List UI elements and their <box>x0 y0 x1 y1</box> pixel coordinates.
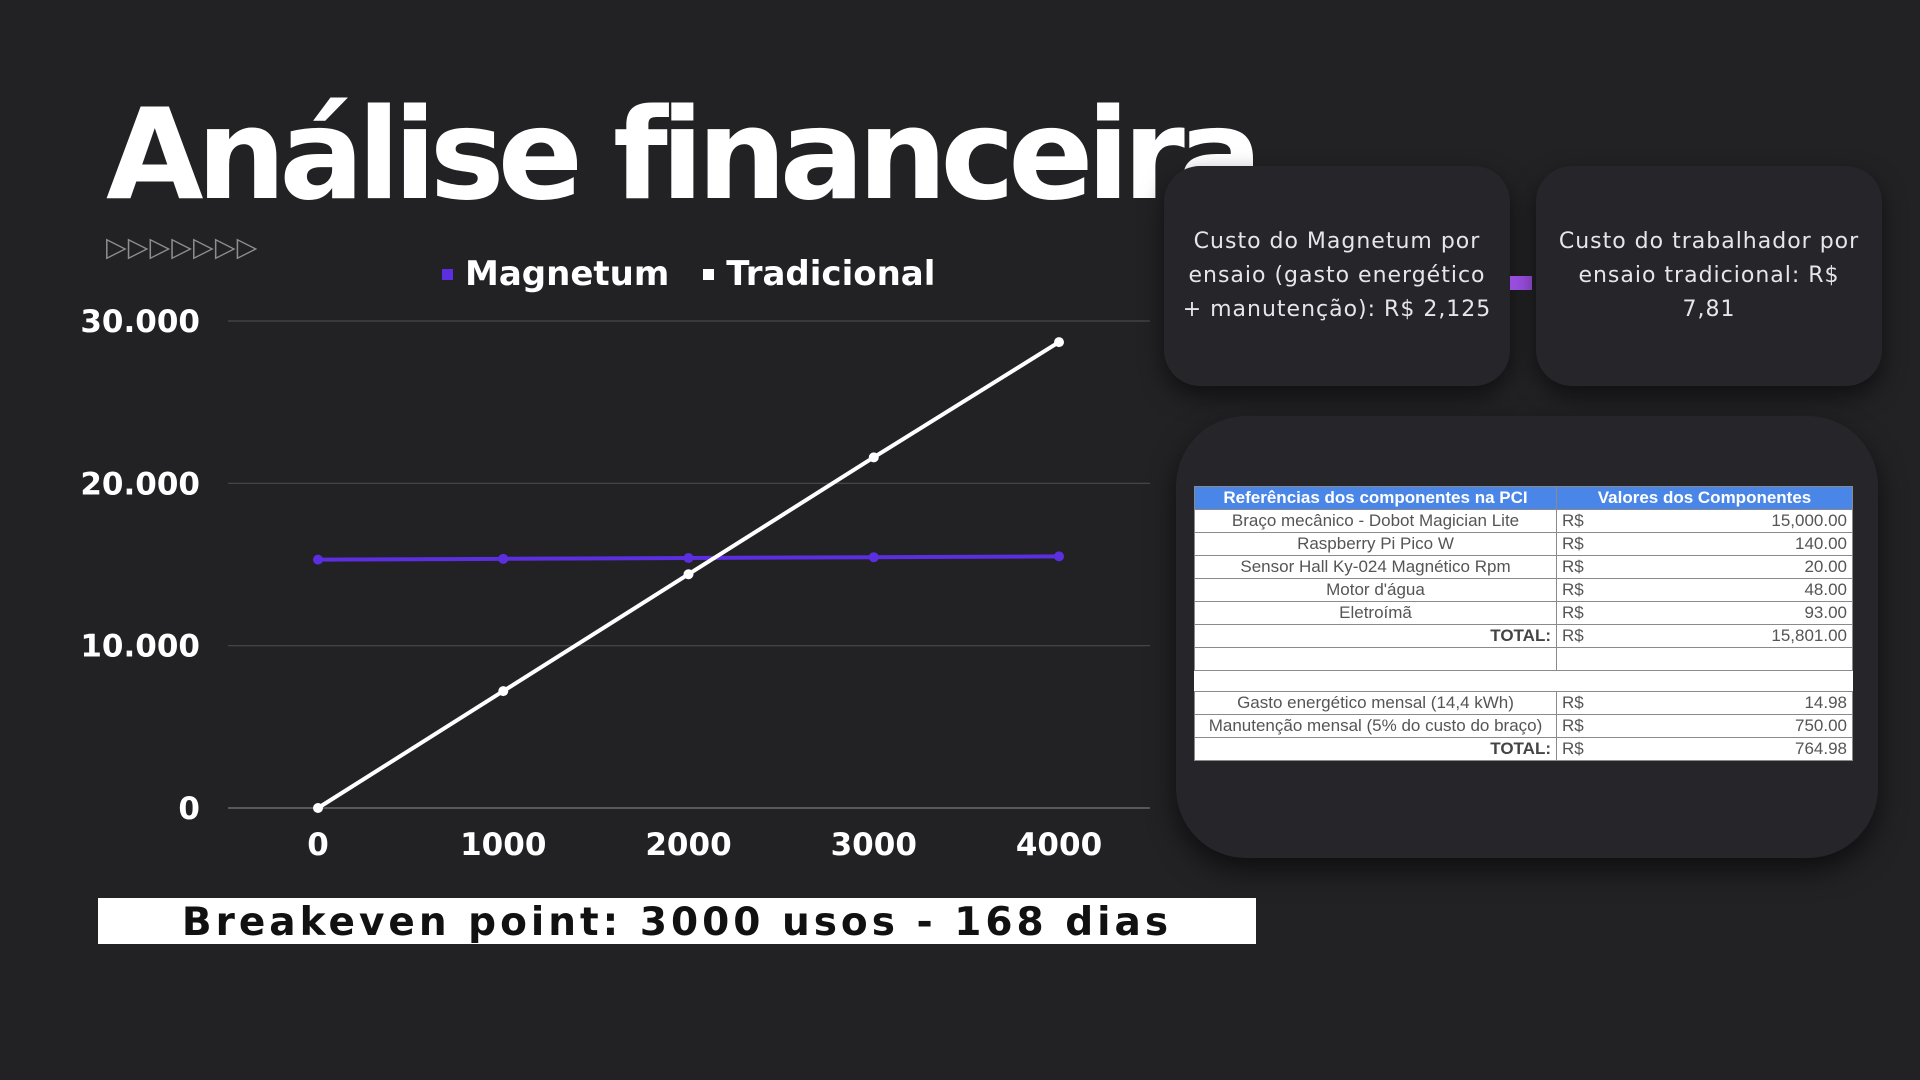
data-point-tradicional <box>313 803 323 813</box>
y-tick-label: 10.000 <box>80 629 200 665</box>
component-value: 764.98 <box>1795 739 1847 758</box>
data-point-tradicional <box>1054 337 1064 348</box>
value-cell: R$ 48.00 <box>1556 578 1853 602</box>
data-point-magnetum <box>683 553 694 564</box>
currency-symbol: R$ <box>1562 511 1584 530</box>
value-cell: R$ 140.00 <box>1556 532 1853 556</box>
x-tick-label: 4000 <box>1016 827 1102 863</box>
table-row: Braço mecânico - Dobot Magician Lite R$ 15… <box>1194 509 1853 533</box>
gap-cell <box>1194 670 1853 692</box>
data-point-tradicional <box>683 569 694 580</box>
component-value: 20.00 <box>1804 557 1847 576</box>
table-total-row: TOTAL: R$ 764.98 <box>1194 737 1853 761</box>
gap-row <box>1194 670 1853 692</box>
component-name: Sensor Hall Ky-024 Magnético Rpm <box>1194 555 1557 579</box>
data-point-magnetum <box>1054 551 1064 562</box>
traditional-cost-card: Custo do trabalhador por ensaio tradicio… <box>1536 166 1882 386</box>
component-name: Eletroímã <box>1194 601 1557 625</box>
table-row: Motor d'água R$ 48.00 <box>1194 578 1853 602</box>
value-cell: R$ 15,000.00 <box>1556 509 1853 533</box>
component-value: 15,000.00 <box>1771 511 1847 530</box>
component-value: 140.00 <box>1795 534 1847 553</box>
total-label: TOTAL: <box>1194 737 1557 761</box>
data-point-tradicional <box>868 452 879 463</box>
value-cell-content: R$ 15,000.00 <box>1562 511 1847 531</box>
legend-label-tradicional: Tradicional <box>726 254 936 294</box>
value-cell-content: R$ 750.00 <box>1562 716 1847 736</box>
card-connector <box>1510 276 1532 290</box>
table-row: Sensor Hall Ky-024 Magnético Rpm R$ 20.00 <box>1194 555 1853 579</box>
legend-label-magnetum: Magnetum <box>465 254 670 294</box>
legend-item-tradicional: Tradicional <box>703 254 935 294</box>
component-value: 15,801.00 <box>1771 626 1847 645</box>
value-cell: R$ 20.00 <box>1556 555 1853 579</box>
value-cell-content: R$ 48.00 <box>1562 580 1847 600</box>
legend-item-magnetum: Magnetum <box>442 254 669 294</box>
component-name: Braço mecânico - Dobot Magician Lite <box>1194 509 1557 533</box>
components-table: Referências dos componentes na PCI Valor… <box>1194 486 1853 761</box>
currency-symbol: R$ <box>1562 693 1584 712</box>
value-cell-content: R$ 15,801.00 <box>1562 626 1847 646</box>
table-row: Eletroímã R$ 93.00 <box>1194 601 1853 625</box>
component-value: 14.98 <box>1804 693 1847 712</box>
empty-row <box>1194 647 1853 671</box>
x-tick-label: 0 <box>307 827 329 863</box>
value-cell: R$ 750.00 <box>1556 714 1853 738</box>
component-name: Raspberry Pi Pico W <box>1194 532 1557 556</box>
currency-symbol: R$ <box>1562 626 1584 645</box>
page-title: Análise financeira <box>106 81 1263 228</box>
data-point-magnetum <box>313 554 323 565</box>
magnetum-cost-text: Custo do Magnetum por ensaio (gasto ener… <box>1182 229 1492 322</box>
magnetum-cost-card: Custo do Magnetum por ensaio (gasto ener… <box>1164 166 1510 386</box>
value-cell: R$ 14.98 <box>1556 691 1853 715</box>
value-cell: R$ 764.98 <box>1556 737 1853 761</box>
table-header-row: Referências dos componentes na PCI Valor… <box>1194 486 1853 510</box>
data-point-tradicional <box>498 686 509 697</box>
chart-legend: Magnetum Tradicional <box>442 254 935 294</box>
total-label: TOTAL: <box>1194 624 1557 648</box>
table-total-row: TOTAL: R$ 15,801.00 <box>1194 624 1853 648</box>
currency-symbol: R$ <box>1562 603 1584 622</box>
y-tick-label: 20.000 <box>80 466 200 502</box>
legend-swatch-magnetum <box>442 268 453 280</box>
value-cell-content: R$ 20.00 <box>1562 557 1847 577</box>
value-cell: R$ 93.00 <box>1556 601 1853 625</box>
data-point-magnetum <box>498 553 509 564</box>
x-tick-label: 3000 <box>831 827 917 863</box>
component-name: Manutenção mensal (5% do custo do braço) <box>1194 714 1557 738</box>
component-value: 93.00 <box>1804 603 1847 622</box>
table-row: Manutenção mensal (5% do custo do braço)… <box>1194 714 1853 738</box>
table-row: Gasto energético mensal (14,4 kWh) R$ 14.9… <box>1194 691 1853 715</box>
table-row: Raspberry Pi Pico W R$ 140.00 <box>1194 532 1853 556</box>
currency-symbol: R$ <box>1562 716 1584 735</box>
breakeven-banner: Breakeven point: 3000 usos - 168 dias <box>98 898 1256 944</box>
value-cell-content: R$ 93.00 <box>1562 603 1847 623</box>
currency-symbol: R$ <box>1562 557 1584 576</box>
currency-symbol: R$ <box>1562 580 1584 599</box>
currency-symbol: R$ <box>1562 739 1584 758</box>
component-value: 48.00 <box>1804 580 1847 599</box>
x-tick-label: 2000 <box>645 827 731 863</box>
empty-cell <box>1194 647 1557 671</box>
traditional-cost-text: Custo do trabalhador por ensaio tradicio… <box>1558 229 1860 322</box>
empty-cell <box>1556 647 1853 671</box>
currency-symbol: R$ <box>1562 534 1584 553</box>
arrow-decoration: ▷▷▷▷▷▷▷ <box>106 232 259 263</box>
component-name: Gasto energético mensal (14,4 kWh) <box>1194 691 1557 715</box>
x-tick-label: 1000 <box>460 827 546 863</box>
value-cell: R$ 15,801.00 <box>1556 624 1853 648</box>
header-values: Valores dos Componentes <box>1556 486 1853 510</box>
y-tick-label: 0 <box>178 791 200 827</box>
y-tick-label: 30.000 <box>80 304 200 340</box>
legend-swatch-tradicional <box>703 268 715 280</box>
data-point-magnetum <box>868 552 879 563</box>
component-value: 750.00 <box>1795 716 1847 735</box>
value-cell-content: R$ 764.98 <box>1562 739 1847 759</box>
value-cell-content: R$ 140.00 <box>1562 534 1847 554</box>
line-chart: 0 10.000 20.000 30.000 0 1000 2000 3000 4000 <box>80 304 1150 863</box>
value-cell-content: R$ 14.98 <box>1562 693 1847 713</box>
component-name: Motor d'água <box>1194 578 1557 602</box>
header-components: Referências dos componentes na PCI <box>1194 486 1557 510</box>
